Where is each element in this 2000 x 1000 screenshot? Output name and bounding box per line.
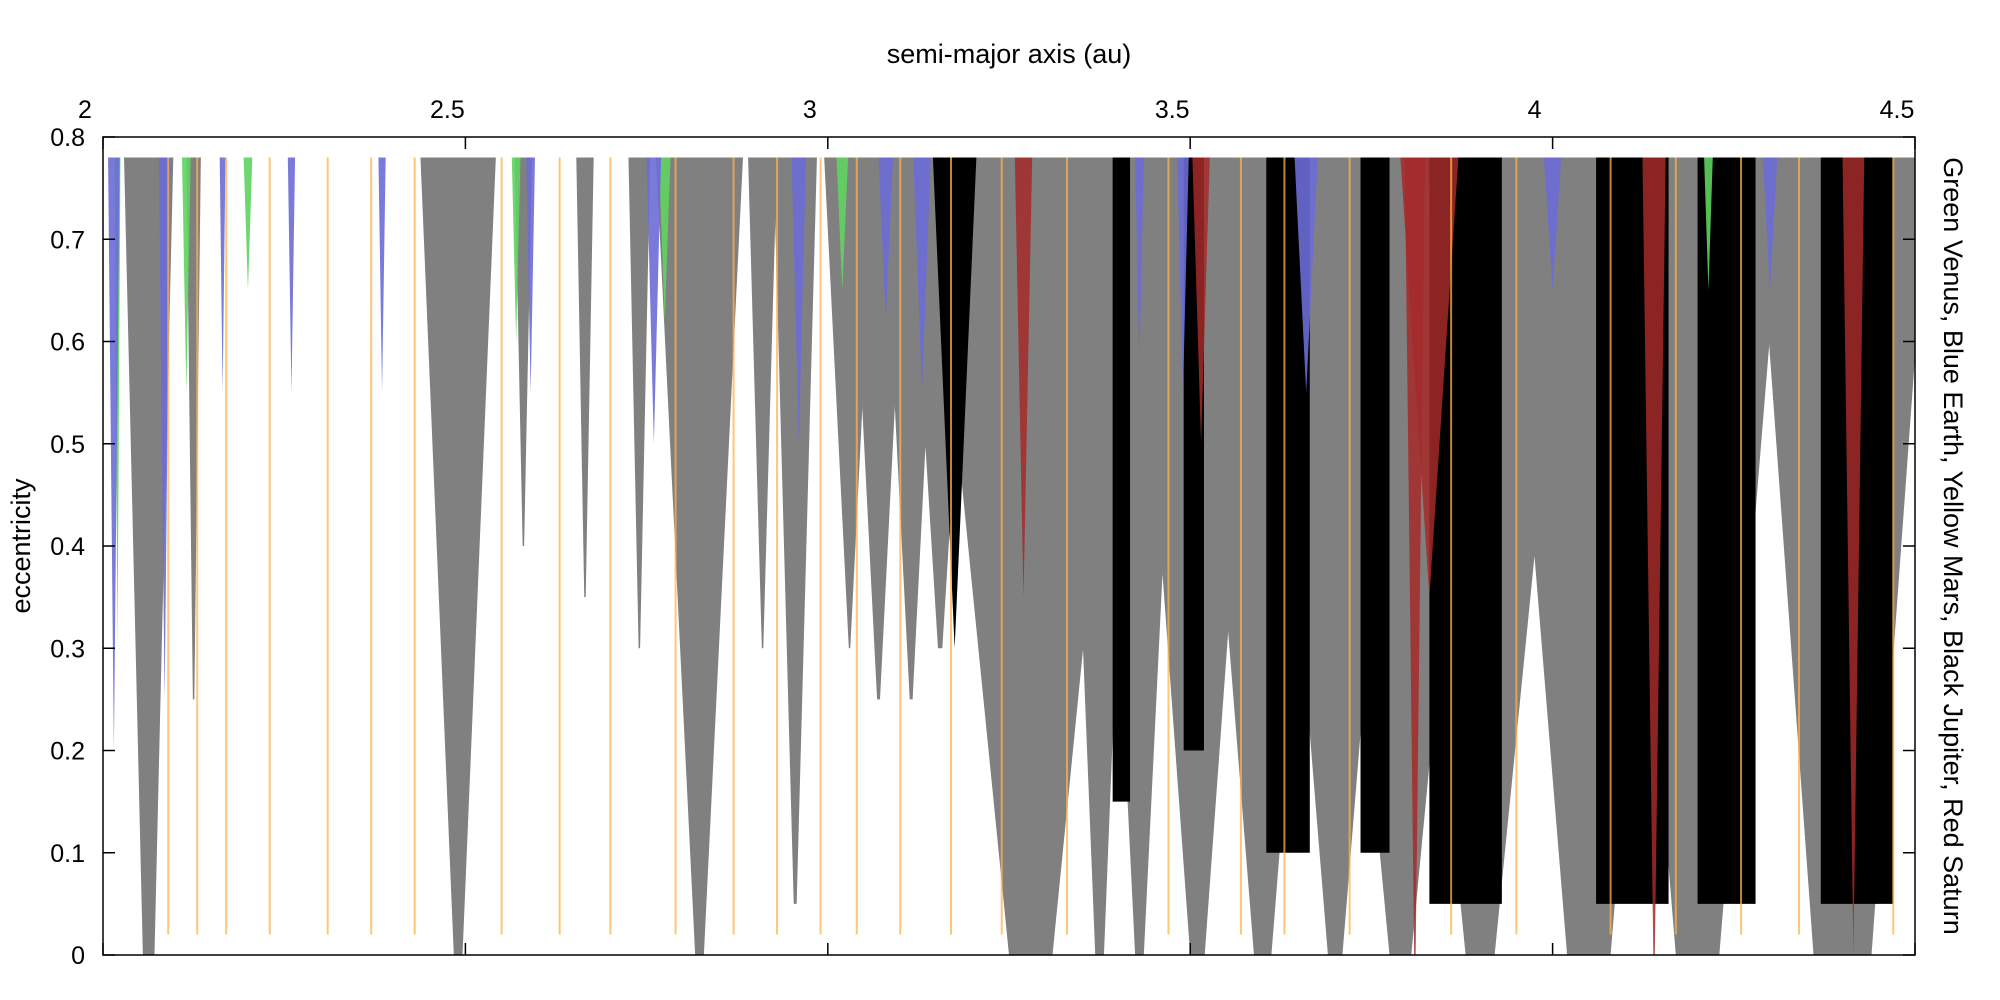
resonance-region	[287, 157, 296, 393]
resonance-region	[576, 157, 594, 598]
x-tick-label: 3	[803, 96, 817, 124]
y-tick-label: 0	[71, 942, 85, 970]
planet-legend-label: Green Venus, Blue Earth, Yellow Mars, Bl…	[1938, 157, 1968, 934]
x-tick-label: 4.5	[1880, 96, 1915, 124]
resonance-region	[1704, 157, 1713, 291]
resonance-region	[932, 157, 977, 649]
x-tick-label: 2	[78, 96, 92, 124]
resonance-region	[1192, 157, 1210, 444]
resonance-region	[108, 157, 120, 751]
resonance-region	[526, 157, 535, 393]
resonance-region	[1294, 157, 1318, 393]
x-tick-label: 3.5	[1155, 96, 1190, 124]
resonance-region	[878, 157, 894, 322]
x-tick-label: 2.5	[430, 96, 465, 124]
resonance-regions	[108, 157, 1915, 955]
y-tick-label: 0.2	[50, 738, 85, 766]
y-tick-label: 0.8	[50, 124, 85, 152]
resonance-region	[1177, 157, 1189, 393]
y-tick-label: 0.1	[50, 840, 85, 868]
resonance-region	[658, 157, 671, 322]
resonance-region	[1112, 157, 1131, 802]
x-axis-title: semi-major axis (au)	[887, 39, 1132, 69]
resonance-region	[1360, 157, 1390, 853]
series-yellow-mars	[167, 157, 1895, 935]
x-tick-label: 4	[1528, 96, 1542, 124]
resonance-region	[511, 157, 521, 342]
resonance-region	[1842, 157, 1865, 955]
y-tick-label: 0.3	[50, 635, 85, 663]
resonance-region	[628, 157, 651, 649]
resonance-region	[646, 157, 662, 444]
resonance-region	[748, 157, 778, 649]
resonance-region	[1543, 157, 1562, 291]
y-tick-label: 0.7	[50, 226, 85, 254]
resonance-region	[1642, 157, 1666, 955]
resonance-region	[420, 157, 496, 955]
resonance-region	[913, 157, 931, 393]
resonance-region	[1014, 157, 1033, 598]
resonance-region	[378, 157, 386, 393]
resonance-region	[1400, 157, 1459, 598]
resonance-region	[1762, 157, 1778, 291]
y-axis-title: eccentricity	[6, 478, 36, 614]
resonance-region	[1266, 157, 1310, 853]
resonance-region	[1135, 157, 1144, 362]
resonance-region	[182, 157, 191, 393]
resonance-region	[514, 157, 533, 546]
y-axis-ticks: 0 0.1 0.2 0.3 0.4 0.5 0.6 0.7 0.8	[50, 124, 1915, 970]
y-tick-label: 0.6	[50, 329, 85, 357]
resonance-region	[773, 157, 817, 904]
resonance-region	[791, 157, 807, 444]
x-axis-ticks: 2 2.5 3 3.5 4 4.5	[78, 96, 1916, 955]
series-red-saturn	[1014, 157, 1865, 955]
resonance-region	[836, 157, 849, 291]
resonance-region	[1697, 157, 1756, 904]
resonance-region	[219, 157, 226, 393]
y-tick-label: 0.4	[50, 533, 85, 561]
y-tick-label: 0.5	[50, 431, 85, 459]
resonance-region	[1429, 157, 1502, 904]
resonance-region	[656, 157, 743, 955]
resonance-region	[243, 157, 253, 291]
